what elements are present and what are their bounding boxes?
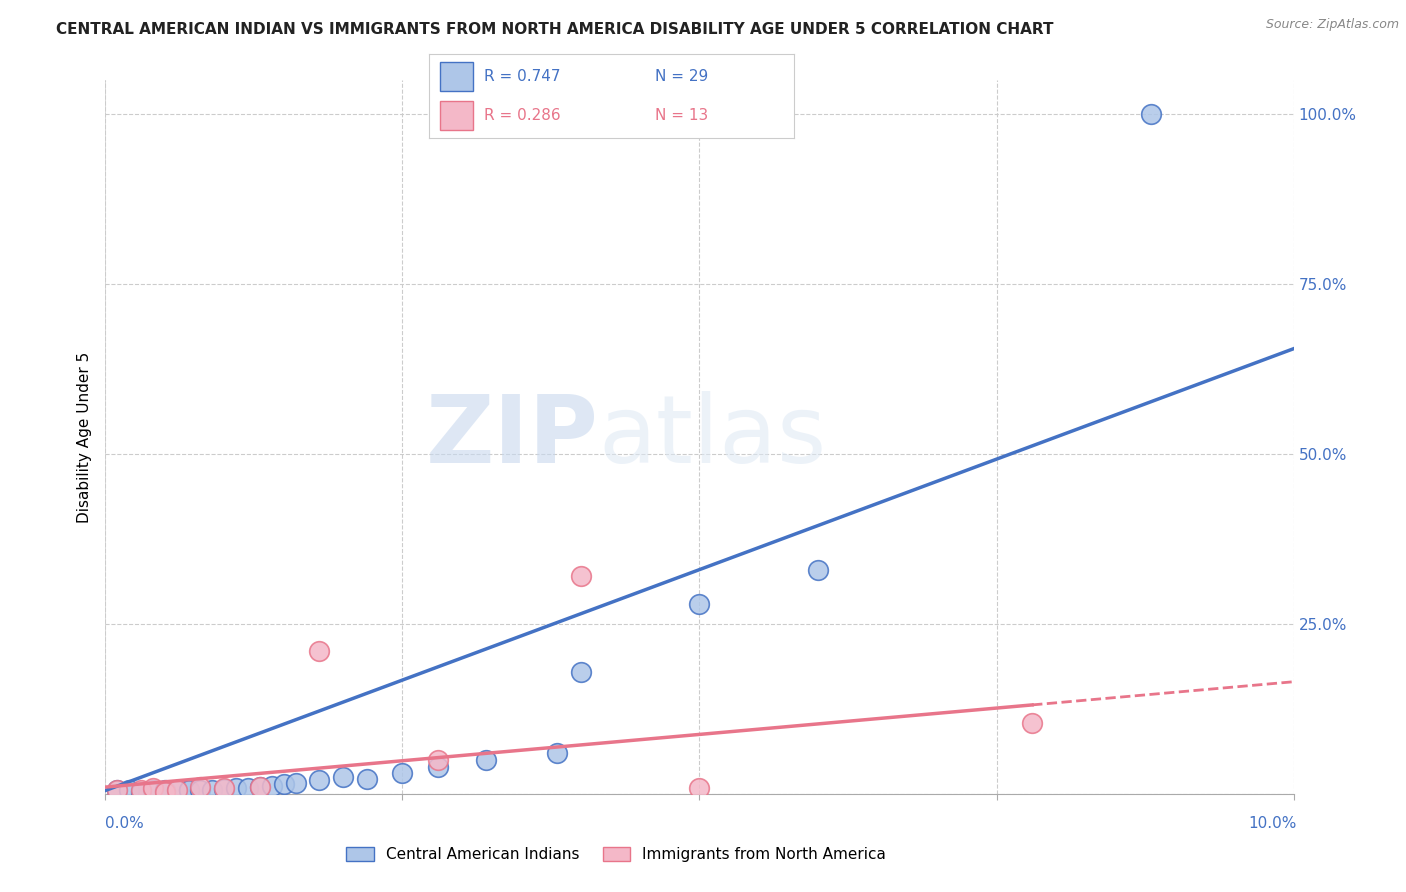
Y-axis label: Disability Age Under 5: Disability Age Under 5 [77, 351, 93, 523]
Point [569, 665, 592, 679]
Point [142, 783, 165, 797]
Point [260, 779, 283, 793]
Point [166, 783, 188, 797]
Point [129, 783, 152, 797]
Text: N = 29: N = 29 [655, 69, 709, 84]
Point [214, 781, 236, 796]
Point [142, 781, 165, 796]
Point [689, 781, 711, 796]
Point [190, 780, 212, 794]
Text: R = 0.286: R = 0.286 [484, 108, 560, 123]
Text: atlas: atlas [599, 391, 827, 483]
Text: R = 0.747: R = 0.747 [484, 69, 560, 84]
Point [129, 785, 152, 799]
Point [153, 783, 176, 797]
Point [332, 770, 354, 784]
Point [153, 784, 176, 798]
Point [201, 782, 224, 797]
Point [1021, 715, 1043, 730]
Point [214, 782, 236, 797]
Text: CENTRAL AMERICAN INDIAN VS IMMIGRANTS FROM NORTH AMERICA DISABILITY AGE UNDER 5 : CENTRAL AMERICAN INDIAN VS IMMIGRANTS FR… [56, 22, 1053, 37]
Point [166, 782, 188, 797]
Point [391, 766, 413, 780]
Point [177, 783, 200, 797]
Point [284, 776, 307, 790]
Point [236, 781, 259, 796]
Point [474, 753, 496, 767]
Text: 0.0%: 0.0% [105, 816, 145, 830]
Text: 10.0%: 10.0% [1249, 816, 1296, 830]
Text: Source: ZipAtlas.com: Source: ZipAtlas.com [1265, 18, 1399, 31]
Point [105, 783, 128, 797]
Point [807, 563, 830, 577]
Point [308, 644, 330, 658]
Text: N = 13: N = 13 [655, 108, 709, 123]
Point [546, 746, 568, 760]
Point [177, 783, 200, 797]
Text: ZIP: ZIP [426, 391, 599, 483]
Point [689, 597, 711, 611]
Point [273, 777, 295, 791]
Point [105, 783, 128, 797]
FancyBboxPatch shape [440, 101, 472, 130]
Point [225, 781, 247, 796]
FancyBboxPatch shape [440, 62, 472, 91]
Point [118, 783, 141, 797]
Point [1140, 107, 1163, 121]
Legend: Central American Indians, Immigrants from North America: Central American Indians, Immigrants fro… [340, 841, 893, 868]
Point [153, 785, 176, 799]
Point [249, 780, 271, 794]
Point [427, 753, 450, 767]
Point [308, 773, 330, 788]
Point [427, 760, 450, 774]
Point [356, 772, 378, 786]
Point [249, 780, 271, 794]
Point [190, 783, 212, 797]
Point [569, 569, 592, 583]
